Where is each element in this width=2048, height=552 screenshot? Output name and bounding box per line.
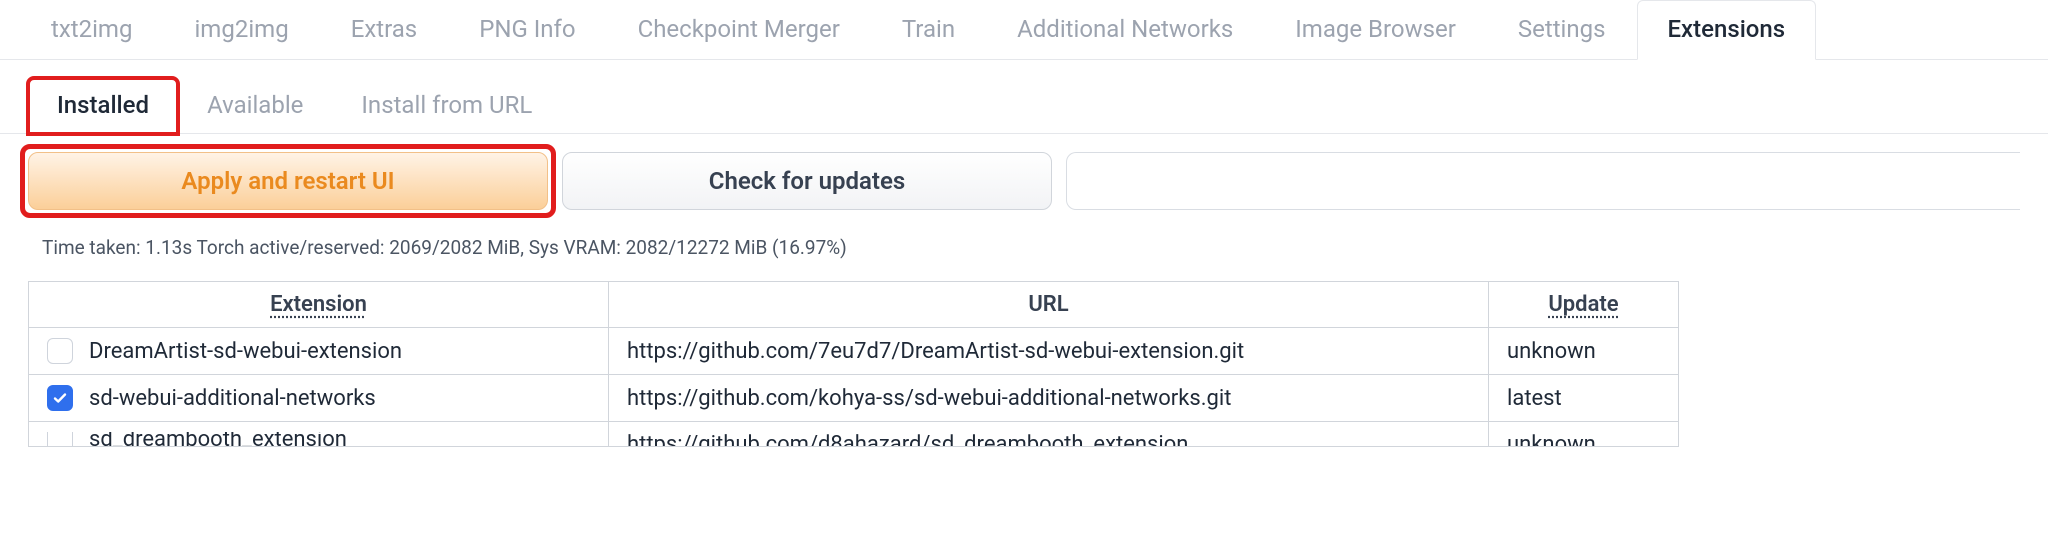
apply-restart-button[interactable]: Apply and restart UI	[28, 152, 548, 210]
tab-png-info[interactable]: PNG Info	[448, 0, 606, 59]
extension-url: https://github.com/d8ahazard/sd_dreamboo…	[627, 432, 1470, 446]
col-header-url[interactable]: URL	[609, 282, 1489, 328]
extension-checkbox[interactable]	[47, 432, 73, 446]
extension-update-status: latest	[1489, 375, 1679, 422]
subtab-installed[interactable]: Installed	[28, 78, 178, 134]
performance-stats: Time taken: 1.13s Torch active/reserved:…	[0, 210, 2048, 259]
table-row: DreamArtist-sd-webui-extension https://g…	[29, 328, 1679, 375]
tab-txt2img[interactable]: txt2img	[20, 0, 163, 59]
extensions-table-wrap: Extension URL Update DreamArtist-sd-webu…	[0, 259, 2048, 447]
apply-restart-highlight: Apply and restart UI	[28, 152, 548, 210]
tab-settings[interactable]: Settings	[1487, 0, 1637, 59]
tab-image-browser[interactable]: Image Browser	[1264, 0, 1487, 59]
extensions-search-input[interactable]	[1066, 152, 2020, 210]
extension-name: sd_dreambooth_extension	[89, 432, 347, 446]
extension-name: DreamArtist-sd-webui-extension	[89, 339, 402, 364]
tab-extras[interactable]: Extras	[320, 0, 449, 59]
col-header-update[interactable]: Update	[1489, 282, 1679, 328]
extensions-sub-tabs: Installed Available Install from URL	[0, 78, 2048, 134]
check-updates-button[interactable]: Check for updates	[562, 152, 1052, 210]
tab-checkpoint-merger[interactable]: Checkpoint Merger	[607, 0, 871, 59]
extension-checkbox[interactable]	[47, 385, 73, 411]
main-tabs: txt2img img2img Extras PNG Info Checkpoi…	[0, 0, 2048, 60]
tab-additional-networks[interactable]: Additional Networks	[986, 0, 1264, 59]
extension-update-status: unknown	[1489, 328, 1679, 375]
tab-img2img[interactable]: img2img	[163, 0, 319, 59]
subtab-available[interactable]: Available	[178, 78, 332, 133]
tab-train[interactable]: Train	[871, 0, 986, 59]
extensions-table: Extension URL Update DreamArtist-sd-webu…	[28, 281, 1679, 447]
extension-checkbox[interactable]	[47, 338, 73, 364]
extension-name: sd-webui-additional-networks	[89, 386, 376, 411]
col-header-extension[interactable]: Extension	[29, 282, 609, 328]
table-row: sd_dreambooth_extension https://github.c…	[29, 422, 1679, 447]
subtab-install-from-url[interactable]: Install from URL	[332, 78, 561, 133]
extension-url: https://github.com/7eu7d7/DreamArtist-sd…	[609, 328, 1489, 375]
table-row: sd-webui-additional-networks https://git…	[29, 375, 1679, 422]
extension-update-status: unknown	[1507, 432, 1660, 446]
tab-extensions[interactable]: Extensions	[1637, 0, 1817, 60]
extension-url: https://github.com/kohya-ss/sd-webui-add…	[609, 375, 1489, 422]
action-row: Apply and restart UI Check for updates	[0, 134, 2048, 210]
